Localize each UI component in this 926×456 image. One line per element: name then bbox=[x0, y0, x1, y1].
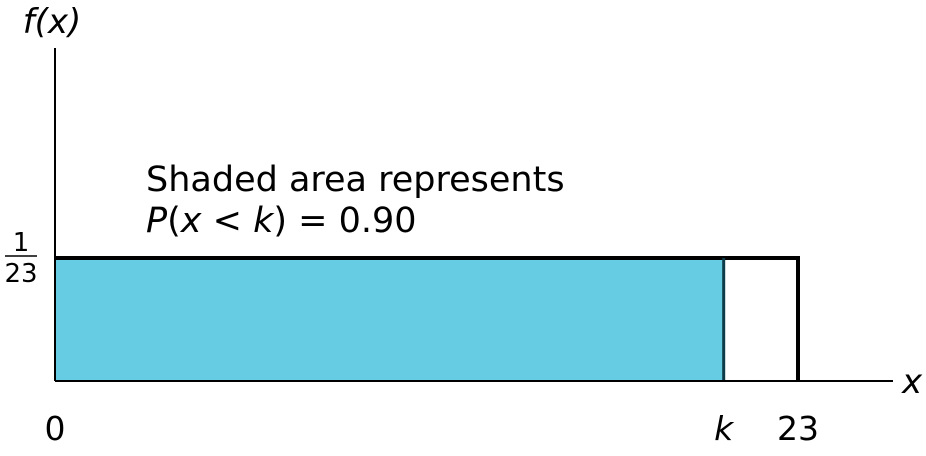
annotation-operator: < bbox=[201, 201, 253, 241]
annotation-k: k bbox=[253, 201, 275, 241]
x-tick-label: 23 bbox=[777, 409, 819, 448]
x-tick-label: k bbox=[714, 409, 735, 448]
annotation-line-2: P(x < k) = 0.90 bbox=[146, 201, 417, 241]
density-outline bbox=[55, 256, 800, 381]
x-tick-label: 0 bbox=[45, 409, 66, 448]
density-numerator: 1 bbox=[13, 228, 30, 258]
annotation-paren-close: ) bbox=[273, 201, 287, 241]
annotation-p: P bbox=[146, 201, 168, 241]
y-axis-label: f(x) bbox=[23, 2, 82, 42]
annotation-value: = 0.90 bbox=[287, 201, 417, 241]
annotation-paren-open: ( bbox=[167, 201, 181, 241]
x-axis-label: x bbox=[901, 362, 923, 402]
shaded-area bbox=[55, 258, 724, 381]
density-denominator: 23 bbox=[4, 259, 37, 289]
annotation-line-1: Shaded area represents bbox=[146, 160, 565, 200]
annotation-x: x bbox=[180, 201, 202, 241]
